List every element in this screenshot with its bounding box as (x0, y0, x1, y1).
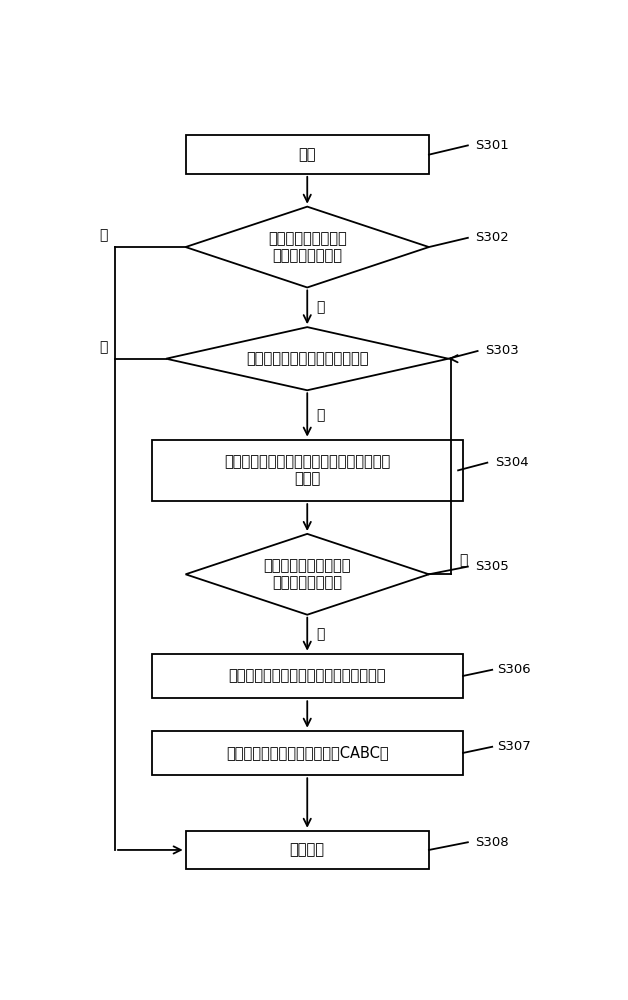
FancyBboxPatch shape (186, 135, 429, 174)
FancyBboxPatch shape (151, 440, 463, 501)
Text: 是: 是 (316, 627, 325, 641)
Text: S301: S301 (475, 139, 509, 152)
Text: S307: S307 (497, 740, 531, 753)
Text: S306: S306 (497, 663, 531, 676)
Text: 否: 否 (99, 340, 108, 354)
Text: 是: 是 (316, 300, 325, 314)
Text: S303: S303 (485, 344, 519, 358)
FancyBboxPatch shape (151, 731, 463, 775)
Text: 结束进程: 结束进程 (290, 842, 325, 857)
Text: S304: S304 (495, 456, 528, 469)
Text: 检测是否有应用程序
运行在显示界面上: 检测是否有应用程序 运行在显示界面上 (268, 231, 347, 263)
Text: 检测所述显示界面是否发生切换: 检测所述显示界面是否发生切换 (246, 351, 369, 366)
FancyBboxPatch shape (186, 831, 429, 869)
Text: 根据所述亮度变化平均值调节CABC值: 根据所述亮度变化平均值调节CABC值 (226, 745, 389, 760)
Text: S302: S302 (475, 231, 509, 244)
Text: S305: S305 (475, 560, 509, 573)
Text: S308: S308 (475, 836, 509, 849)
Text: 检测所述应用程序是否
退出所述显示界面: 检测所述应用程序是否 退出所述显示界面 (264, 558, 351, 590)
Polygon shape (186, 207, 429, 287)
Polygon shape (166, 327, 448, 390)
Text: 否: 否 (99, 229, 108, 242)
FancyBboxPatch shape (151, 654, 463, 698)
Text: 是: 是 (316, 408, 325, 422)
Text: 开始: 开始 (298, 147, 316, 162)
Text: 根据所述亮度变化值计算亮度变化平均值: 根据所述亮度变化值计算亮度变化平均值 (229, 668, 386, 683)
Text: 计算所述显示界面在切换前与切换后的亮度
变化值: 计算所述显示界面在切换前与切换后的亮度 变化值 (224, 454, 391, 487)
Polygon shape (186, 534, 429, 615)
Text: 否: 否 (460, 553, 468, 567)
